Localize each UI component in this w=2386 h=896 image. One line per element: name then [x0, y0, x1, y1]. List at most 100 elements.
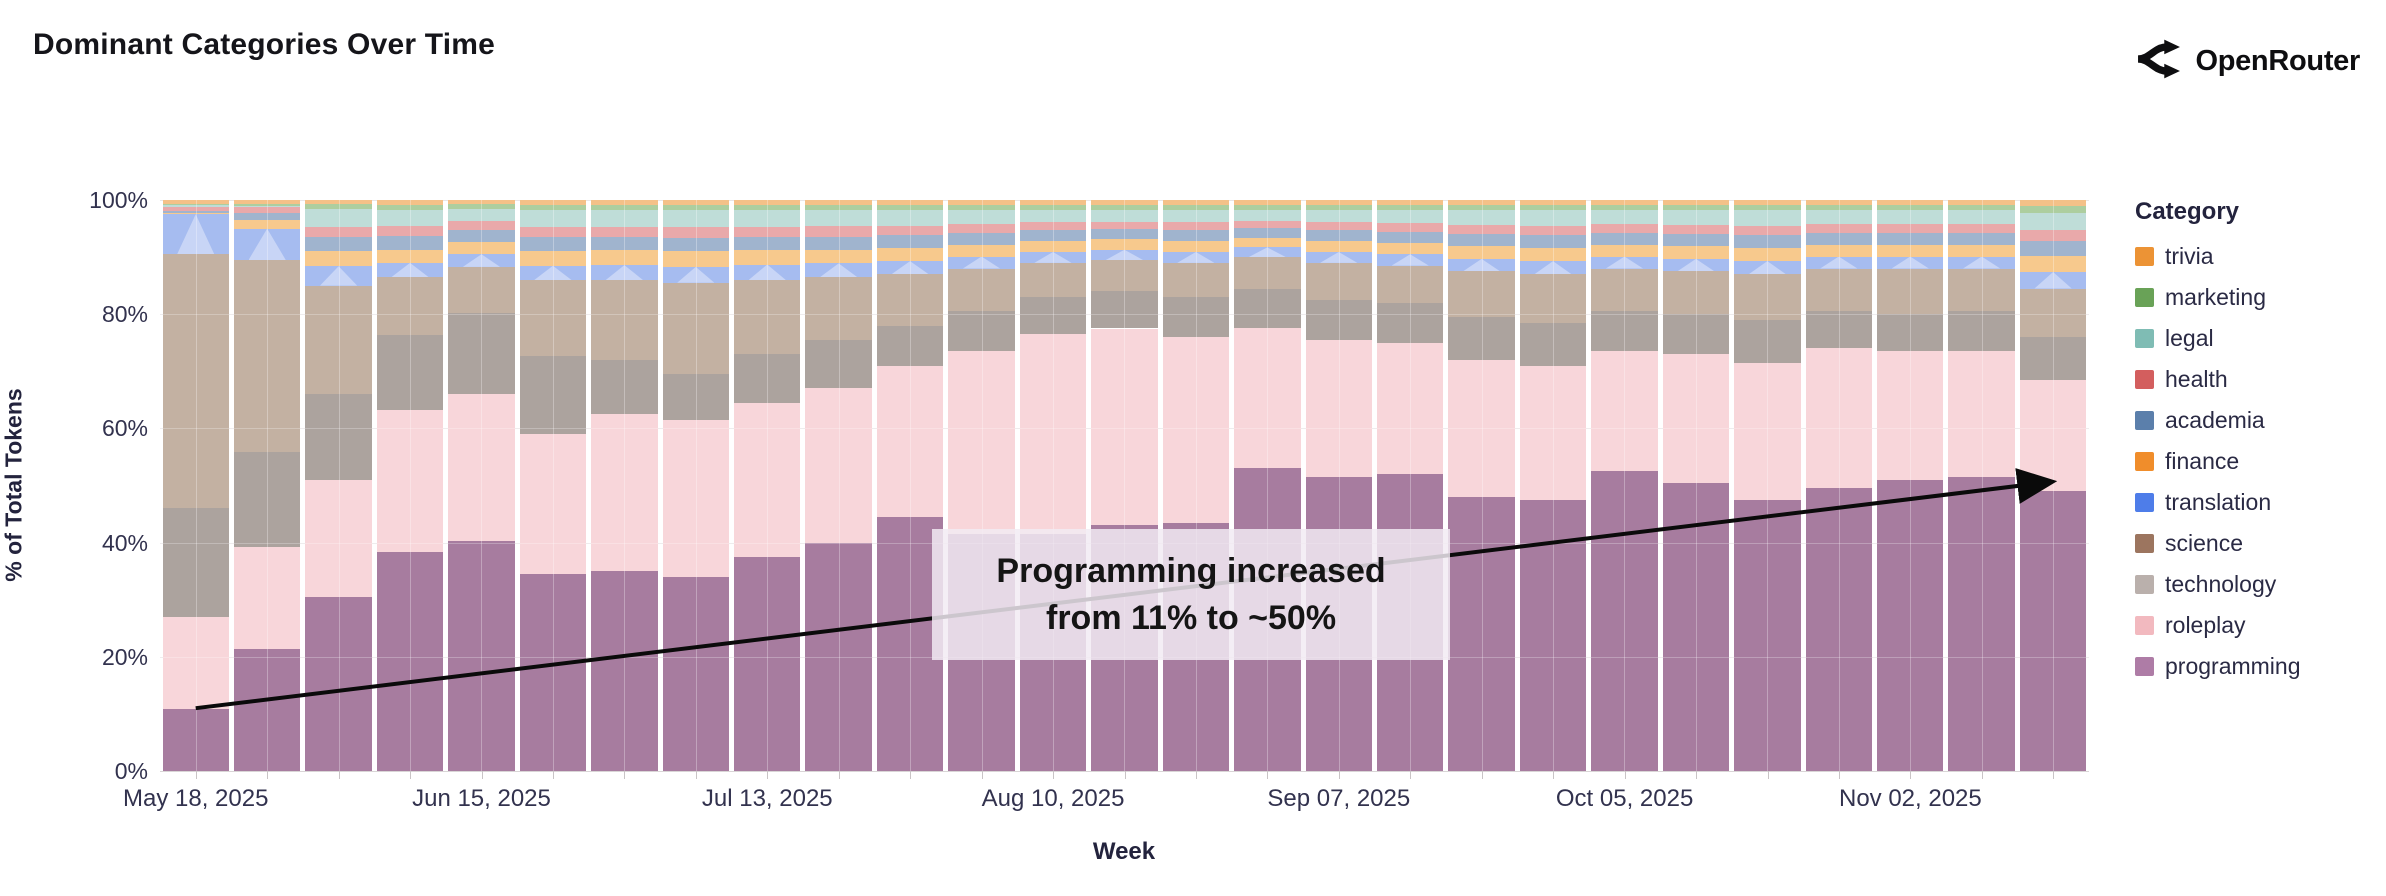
segment-health[interactable] — [1519, 225, 1587, 236]
segment-science[interactable] — [519, 279, 587, 356]
segment-legal[interactable] — [1234, 210, 1301, 222]
segment-translation[interactable] — [734, 264, 801, 280]
segment-legal[interactable] — [1448, 210, 1515, 226]
segment-technology[interactable] — [2019, 337, 2087, 380]
segment-science[interactable] — [233, 259, 301, 453]
segment-finance[interactable] — [1162, 241, 1230, 252]
segment-translation[interactable] — [305, 266, 372, 286]
segment-finance[interactable] — [162, 212, 229, 215]
segment-marketing[interactable] — [376, 204, 444, 211]
segment-marketing[interactable] — [448, 204, 515, 209]
segment-translation[interactable] — [805, 263, 872, 278]
segment-finance[interactable] — [1234, 237, 1301, 248]
segment-technology[interactable] — [1376, 302, 1444, 343]
segment-legal[interactable] — [876, 210, 944, 226]
segment-academia[interactable] — [1662, 234, 1730, 247]
segment-translation[interactable] — [162, 214, 229, 255]
segment-technology[interactable] — [805, 339, 872, 389]
segment-trivia[interactable] — [1805, 200, 1872, 205]
segment-technology[interactable] — [1305, 299, 1372, 340]
segment-science[interactable] — [591, 279, 658, 360]
segment-science[interactable] — [1591, 268, 1658, 312]
segment-health[interactable] — [1305, 222, 1372, 231]
segment-science[interactable] — [2019, 288, 2087, 338]
segment-health[interactable] — [1662, 225, 1730, 235]
segment-legal[interactable] — [2019, 213, 2087, 231]
segment-translation[interactable] — [1662, 258, 1730, 272]
segment-trivia[interactable] — [734, 200, 801, 205]
bar-Nov 02, 2025[interactable] — [1875, 200, 1946, 771]
segment-trivia[interactable] — [1162, 200, 1230, 205]
segment-roleplay[interactable] — [1376, 342, 1444, 475]
segment-health[interactable] — [1091, 221, 1158, 230]
segment-trivia[interactable] — [1448, 200, 1515, 205]
bar-Jun 22, 2025[interactable] — [517, 200, 588, 771]
segment-marketing[interactable] — [1019, 204, 1087, 211]
segment-technology[interactable] — [1734, 319, 1801, 363]
segment-trivia[interactable] — [1662, 200, 1730, 205]
segment-trivia[interactable] — [1234, 200, 1301, 205]
segment-finance[interactable] — [805, 249, 872, 264]
bar-Jun 29, 2025[interactable] — [589, 200, 660, 771]
segment-legal[interactable] — [662, 210, 729, 227]
segment-health[interactable] — [1948, 224, 2015, 233]
segment-legal[interactable] — [1376, 210, 1444, 224]
segment-translation[interactable] — [1376, 254, 1444, 266]
segment-trivia[interactable] — [662, 200, 729, 205]
segment-technology[interactable] — [519, 355, 587, 435]
segment-health[interactable] — [1448, 225, 1515, 235]
segment-health[interactable] — [2019, 230, 2087, 242]
segment-finance[interactable] — [1091, 239, 1158, 250]
segment-translation[interactable] — [1591, 256, 1658, 269]
segment-legal[interactable] — [1734, 210, 1801, 226]
segment-technology[interactable] — [948, 311, 1015, 352]
segment-trivia[interactable] — [591, 200, 658, 205]
bar-Oct 26, 2025[interactable] — [1803, 200, 1874, 771]
segment-legal[interactable] — [162, 205, 229, 207]
segment-health[interactable] — [948, 224, 1015, 233]
segment-marketing[interactable] — [2019, 206, 2087, 214]
segment-technology[interactable] — [1805, 311, 1872, 349]
segment-marketing[interactable] — [1877, 204, 1944, 211]
legend-item-academia[interactable]: academia — [2135, 407, 2301, 434]
segment-roleplay[interactable] — [1234, 328, 1301, 469]
segment-finance[interactable] — [876, 247, 944, 262]
segment-roleplay[interactable] — [1448, 359, 1515, 497]
segment-marketing[interactable] — [162, 204, 229, 206]
segment-trivia[interactable] — [1734, 200, 1801, 205]
segment-academia[interactable] — [876, 235, 944, 248]
segment-trivia[interactable] — [1376, 200, 1444, 205]
segment-academia[interactable] — [1234, 227, 1301, 238]
segment-science[interactable] — [734, 279, 801, 355]
segment-academia[interactable] — [1877, 232, 1944, 245]
segment-science[interactable] — [305, 285, 372, 395]
segment-marketing[interactable] — [1091, 204, 1158, 211]
segment-legal[interactable] — [1162, 210, 1230, 223]
segment-finance[interactable] — [1734, 247, 1801, 262]
segment-technology[interactable] — [1448, 317, 1515, 360]
segment-marketing[interactable] — [1305, 204, 1372, 211]
segment-trivia[interactable] — [233, 200, 301, 204]
segment-technology[interactable] — [1519, 322, 1587, 366]
segment-translation[interactable] — [1305, 251, 1372, 263]
segment-trivia[interactable] — [1091, 200, 1158, 205]
segment-health[interactable] — [1376, 223, 1444, 232]
legend-item-science[interactable]: science — [2135, 530, 2301, 557]
segment-technology[interactable] — [1234, 288, 1301, 329]
segment-science[interactable] — [1519, 274, 1587, 323]
segment-legal[interactable] — [1662, 210, 1730, 226]
segment-roleplay[interactable] — [1591, 351, 1658, 472]
segment-legal[interactable] — [948, 210, 1015, 224]
segment-academia[interactable] — [591, 237, 658, 251]
segment-science[interactable] — [1877, 268, 1944, 315]
segment-translation[interactable] — [1948, 256, 2015, 269]
segment-marketing[interactable] — [805, 204, 872, 211]
segment-technology[interactable] — [305, 394, 372, 480]
segment-marketing[interactable] — [233, 204, 301, 207]
segment-health[interactable] — [519, 227, 587, 238]
segment-technology[interactable] — [1948, 311, 2015, 352]
segment-science[interactable] — [1948, 268, 2015, 312]
bar-Sep 21, 2025[interactable] — [1446, 200, 1517, 771]
segment-academia[interactable] — [233, 212, 301, 220]
segment-programming[interactable] — [162, 709, 229, 771]
